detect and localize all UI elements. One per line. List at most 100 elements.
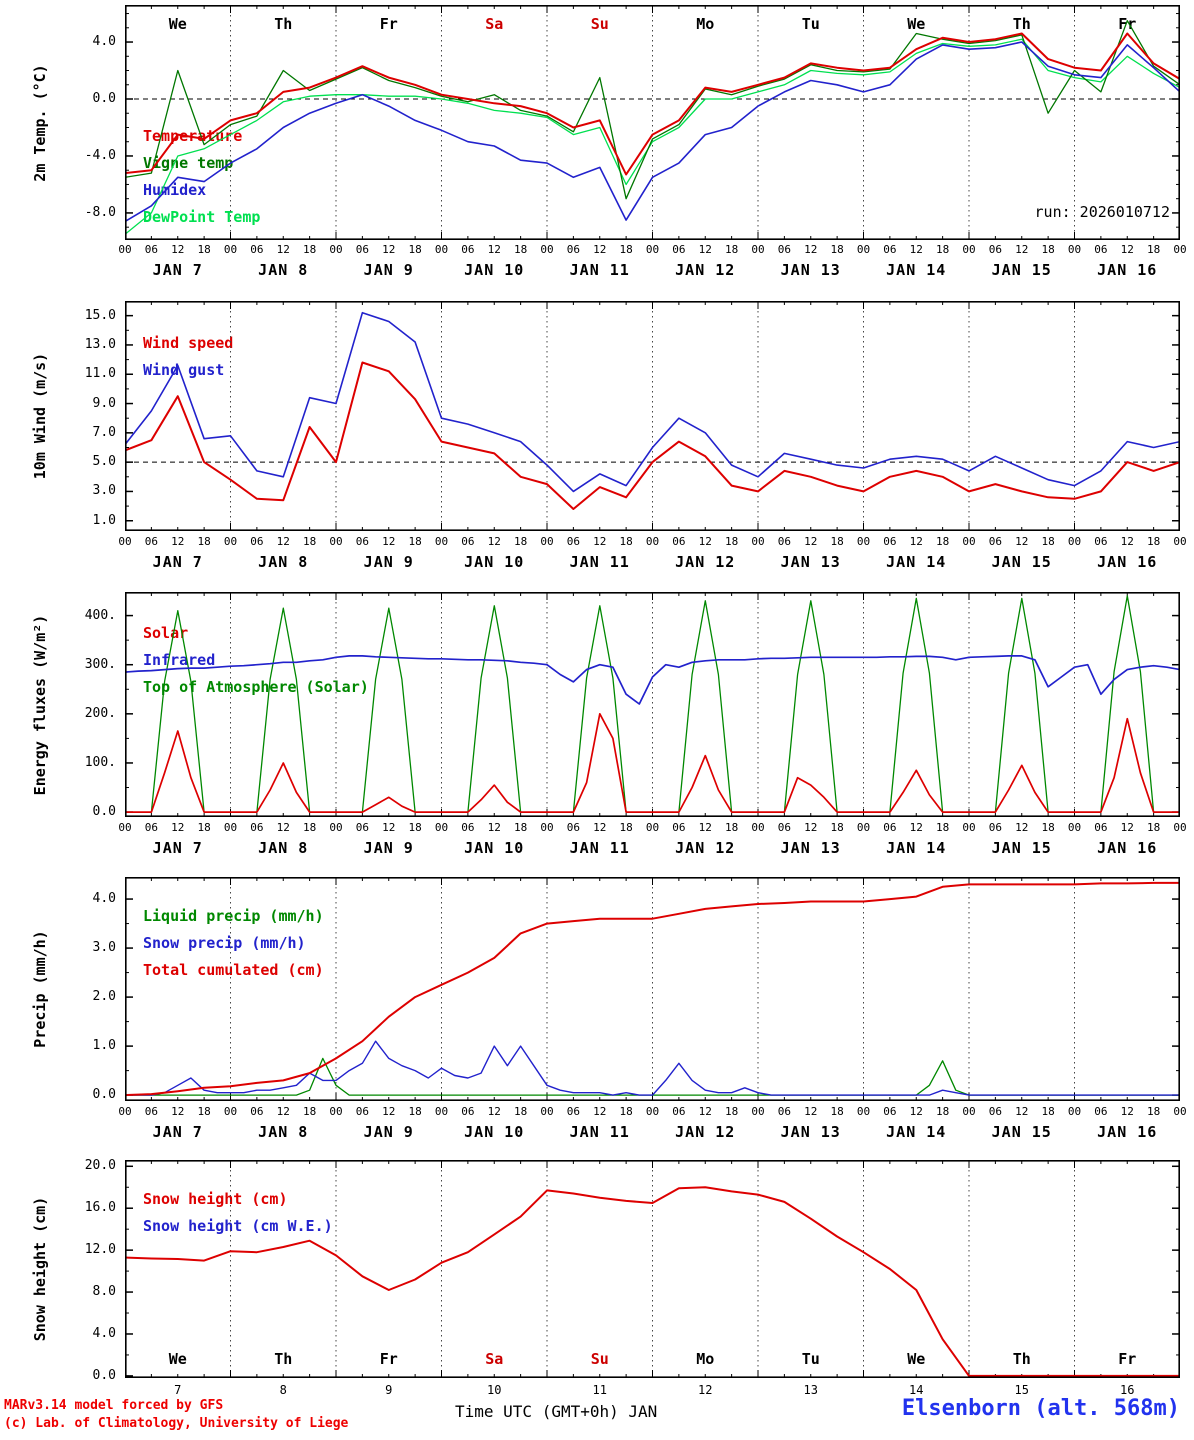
legend-snow: Snow height (cm) Snow height (cm W.E.) [143, 1186, 333, 1240]
hour-tick-label: 12 [487, 1105, 501, 1118]
hour-tick-row: 00 06 12 18 00 06 12 18 00 06 12 18 00 06 12 18 00 06 12 18… [0, 243, 1194, 263]
weekday-label: Fr [379, 15, 398, 33]
hour-tick-label: 12 [276, 535, 290, 548]
weekday-label: Th [1012, 1350, 1031, 1368]
hour-tick-label: 12 [909, 535, 923, 548]
panel-wind: 10m Wind (m/s) Wind speed Wind gust 15.0 1… [0, 301, 1194, 531]
hour-tick-label: 06 [988, 821, 1002, 834]
hour-tick-label: 00 [540, 535, 554, 548]
hour-tick-row: 00 06 12 18 00 06 12 18 00 06 12 18 00 06 12 18 00 06 12 18… [0, 1105, 1194, 1125]
date-label: JAN 13 [780, 553, 841, 571]
hour-tick-row: 00 06 12 18 00 06 12 18 00 06 12 18 00 06 12 18 00 06 12 18… [0, 821, 1194, 841]
y-tick-label: 2.0 [92, 989, 116, 1005]
hour-tick-label: 12 [698, 535, 712, 548]
weekday-label: Mo [696, 1350, 715, 1368]
date-label: JAN 15 [991, 839, 1052, 857]
y-tick-label: -4.0 [84, 147, 116, 163]
y-tick-label: 4.0 [92, 1325, 116, 1341]
hour-tick-label: 12 [1120, 535, 1134, 548]
hour-tick-label: 06 [144, 243, 158, 256]
hour-tick-label: 06 [461, 1105, 475, 1118]
hour-tick-label: 18 [408, 1105, 422, 1118]
weekday-label: We [907, 15, 926, 33]
series-temperature [125, 32, 1180, 176]
hour-tick-label: 12 [1120, 821, 1134, 834]
hour-tick-label: 18 [725, 243, 739, 256]
hour-tick-label: 12 [1120, 243, 1134, 256]
run-label: run: 2026010712 [1034, 203, 1170, 221]
date-label: JAN 7 [152, 1123, 203, 1141]
hour-tick-label: 00 [856, 1105, 871, 1118]
hour-tick-label: 12 [276, 821, 290, 834]
hour-tick-label: 18 [725, 535, 739, 548]
hour-tick-label: 18 [197, 1105, 211, 1118]
hour-tick-label: 06 [250, 821, 264, 834]
hour-tick-label: 00 [751, 243, 765, 256]
y-tick-label: 13.0 [84, 336, 116, 352]
date-label: JAN 13 [780, 839, 841, 857]
hour-tick-label: 06 [988, 243, 1002, 256]
date-label: JAN 7 [152, 553, 203, 571]
y-tick-label: 5.0 [92, 454, 116, 470]
hour-tick-label: 06 [461, 535, 475, 548]
hour-tick-label: 00 [223, 1105, 238, 1118]
hour-tick-label: 00 [223, 535, 238, 548]
weekday-label: Tu [801, 1350, 820, 1368]
series-vigne-temp [125, 20, 1180, 200]
hour-tick-label: 06 [1094, 821, 1108, 834]
y-tick-label: 0.0 [92, 1367, 116, 1383]
date-label: JAN 8 [258, 261, 309, 279]
hour-tick-label: 18 [303, 821, 317, 834]
y-axis-label-snow: Snow height (cm) [31, 1196, 49, 1342]
hour-tick-label: 00 [751, 821, 765, 834]
hour-tick-label: 12 [1015, 1105, 1029, 1118]
date-label: JAN 11 [569, 553, 630, 571]
day-number-row: 7 8 9 10 11 12 13 14 15 16 [0, 1383, 1194, 1403]
series-liquid-precip-mm-h- [125, 1057, 1180, 1096]
hour-tick-label: 18 [725, 821, 739, 834]
hour-tick-label: 06 [988, 535, 1002, 548]
hour-tick-label: 00 [1173, 535, 1187, 548]
hour-tick-label: 18 [408, 821, 422, 834]
hour-tick-label: 00 [751, 1105, 765, 1118]
date-label: JAN 12 [675, 261, 736, 279]
hour-tick-label: 00 [434, 535, 449, 548]
hour-tick-label: 12 [593, 821, 607, 834]
hour-tick-label: 00 [434, 821, 449, 834]
y-tick-label: 8.0 [92, 1284, 116, 1300]
legend-item: Wind speed [143, 334, 234, 352]
date-row: JAN 7 JAN 8 JAN 9 JAN 10 JAN 11 JAN 12 JAN 13 J… [0, 839, 1194, 859]
panel-energy-fluxes: Energy fluxes (W/m²) Solar Infrared Top of… [0, 592, 1194, 819]
hour-tick-label: 18 [1041, 535, 1055, 548]
hour-tick-label: 12 [804, 535, 818, 548]
date-label: JAN 8 [258, 839, 309, 857]
series-snow-precip-mm-h- [125, 1040, 1180, 1096]
hour-tick-label: 06 [461, 243, 475, 256]
hour-tick-label: 00 [645, 1105, 660, 1118]
hour-tick-label: 00 [329, 821, 343, 834]
hour-tick-label: 18 [936, 1105, 950, 1118]
hour-tick-label: 12 [1015, 535, 1029, 548]
plot-precip [125, 877, 1180, 1101]
hour-tick-label: 06 [250, 243, 264, 256]
plot-wind [125, 301, 1180, 531]
day-number-label: 10 [487, 1383, 502, 1397]
hour-tick-label: 18 [1041, 1105, 1055, 1118]
date-label: JAN 15 [991, 553, 1052, 571]
hour-tick-label: 00 [645, 243, 660, 256]
hour-tick-label: 06 [672, 1105, 686, 1118]
hour-tick-label: 06 [355, 821, 369, 834]
panel-snow-height: Snow height (cm) We Th Fr Sa Su Mo Tu We Th Fr Sn… [0, 1158, 1194, 1383]
y-tick-label: 0.0 [92, 91, 116, 106]
date-label: JAN 10 [464, 261, 525, 279]
hour-tick-label: 06 [1094, 243, 1108, 256]
hour-tick-label: 18 [619, 243, 633, 256]
y-tick-label: 20.0 [84, 1158, 116, 1174]
series-humidex [125, 41, 1180, 223]
legend-item: Humidex [143, 181, 207, 199]
hour-tick-label: 12 [171, 243, 185, 256]
hour-tick-label: 06 [144, 1105, 158, 1118]
date-label: JAN 13 [780, 261, 841, 279]
date-label: JAN 15 [991, 1123, 1052, 1141]
